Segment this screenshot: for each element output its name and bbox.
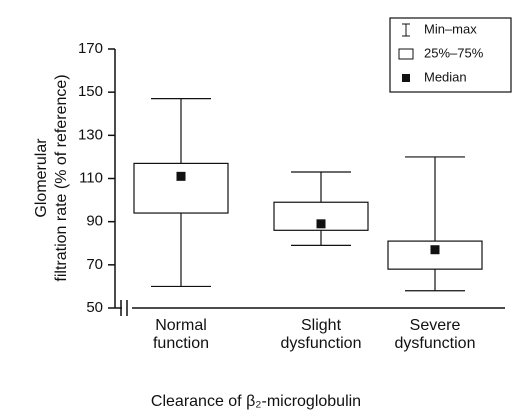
y-tick-label: 170 — [78, 40, 103, 57]
y-axis-label: Glomerular — [33, 138, 50, 218]
legend-label: 25%–75% — [424, 45, 484, 60]
y-tick-label: 90 — [86, 213, 103, 230]
median — [176, 171, 186, 181]
x-axis-label: Clearance of β₂-microglobulin — [151, 393, 361, 410]
x-tick-label: Normal — [155, 317, 207, 334]
y-tick-label: 150 — [78, 83, 103, 100]
legend-icon — [402, 74, 410, 82]
legend-label: Median — [424, 69, 467, 84]
y-tick-label: 70 — [86, 256, 103, 273]
median — [430, 245, 440, 255]
box — [133, 162, 229, 214]
legend-icon — [398, 48, 414, 60]
median — [316, 219, 326, 229]
y-tick-label: 130 — [78, 126, 103, 143]
x-tick-label: dysfunction — [281, 335, 362, 352]
y-tick-label: 50 — [86, 299, 103, 316]
y-axis-label: filtration rate (% of reference) — [53, 74, 70, 281]
x-tick-label: Severe — [410, 317, 461, 334]
x-tick-label: function — [153, 335, 209, 352]
x-tick-label: dysfunction — [395, 335, 476, 352]
y-tick-label: 110 — [79, 169, 103, 186]
legend-label: Min–max — [424, 21, 477, 36]
x-tick-label: Slight — [301, 317, 342, 334]
